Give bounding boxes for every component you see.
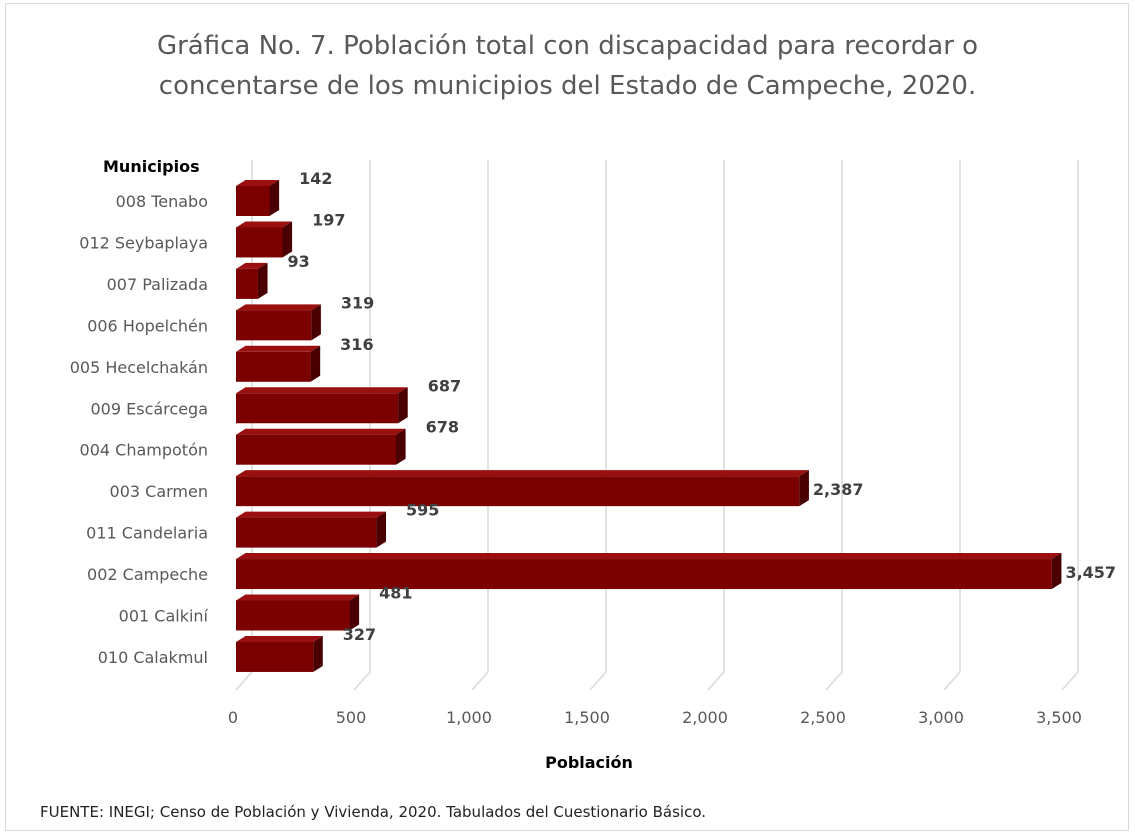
bar-top-face <box>236 553 1062 560</box>
data-label: 142 <box>299 169 332 188</box>
chart-frame <box>5 3 1129 831</box>
bar-side-face <box>349 594 360 631</box>
gridline-3500 <box>1061 160 1079 691</box>
bar-002-campeche <box>236 559 1052 590</box>
gridline-1500 <box>589 160 607 691</box>
data-label: 595 <box>406 501 439 520</box>
x-tick-label: 500 <box>336 708 367 727</box>
bar-006-hopelch-n <box>236 310 312 341</box>
bar-top-face <box>236 262 268 269</box>
bar-side-face <box>1051 553 1062 590</box>
bar-side-face <box>396 428 406 465</box>
category-label: 004 Champotón <box>80 441 208 460</box>
x-tick-label: 3,000 <box>918 708 964 727</box>
bars <box>236 180 1062 672</box>
bar-side-face <box>257 262 268 299</box>
bar-side-face <box>313 635 323 672</box>
bar-side-face <box>398 387 408 424</box>
category-label: 012 Seybaplaya <box>79 233 208 252</box>
chart-title-line-1: Gráfica No. 7. Población total con disca… <box>156 31 979 61</box>
x-tick-label: 2,000 <box>682 708 728 727</box>
bar-side-face <box>310 345 321 382</box>
data-label: 197 <box>312 210 345 229</box>
source-note: FUENTE: INEGI; Censo de Población y Vivi… <box>40 803 707 821</box>
bar-side-face <box>282 221 293 258</box>
x-tick-label: 3,500 <box>1036 708 1082 727</box>
category-label: 001 Calkiní <box>119 607 209 626</box>
gridline-500 <box>353 160 371 691</box>
bar-top-face <box>236 428 406 435</box>
category-label: 009 Escárcega <box>91 399 209 418</box>
bar-side-face <box>269 180 280 216</box>
bar-012-seybaplaya <box>236 227 283 258</box>
data-label: 3,457 <box>1065 563 1116 582</box>
bar-011-candelaria <box>236 517 377 548</box>
y-axis-title: Municipios <box>103 157 200 176</box>
category-label: 006 Hopelchén <box>87 316 208 335</box>
bar-top-face <box>236 470 809 477</box>
data-label: 316 <box>340 335 373 354</box>
labels: 0 500 1,000 1,500 2,000 2,500 3,000 3,500 008 Te… <box>70 169 1116 727</box>
data-label: 687 <box>428 376 461 395</box>
bar-top-face <box>236 594 360 601</box>
bar-top-face <box>236 180 280 186</box>
bar-001-calkin- <box>236 600 350 631</box>
bar-008-tenabo <box>236 186 270 216</box>
x-tick-label: 1,500 <box>564 708 610 727</box>
bar-top-face <box>236 221 293 228</box>
category-label: 002 Campeche <box>87 565 208 584</box>
category-label: 003 Carmen <box>110 482 208 501</box>
gridline-2500 <box>825 160 843 691</box>
data-label: 678 <box>426 418 459 437</box>
x-tick-label: 0 <box>228 708 238 727</box>
category-label: 010 Calakmul <box>98 648 208 667</box>
bar-top-face <box>236 635 323 642</box>
gridline-2000 <box>707 160 725 691</box>
bar-side-face <box>311 304 321 341</box>
bar-004-champot-n <box>236 434 397 465</box>
data-label: 2,387 <box>813 480 864 499</box>
data-label: 93 <box>288 252 310 271</box>
grid-lines <box>235 160 1079 691</box>
bar-009-esc-rcega <box>236 393 399 424</box>
category-label: 007 Palizada <box>107 275 208 294</box>
x-tick-label: 1,000 <box>446 708 492 727</box>
chart-title-line-2: concentarse de los municipios del Estado… <box>158 71 977 101</box>
bar-side-face <box>799 470 809 507</box>
bar-side-face <box>376 511 387 548</box>
gridline-1000 <box>471 160 489 691</box>
bar-top-face <box>236 387 408 394</box>
bar-010-calakmul <box>236 641 314 672</box>
gridline-3000 <box>943 160 961 691</box>
category-label: 008 Tenabo <box>116 192 208 211</box>
bar-007-palizada <box>236 268 258 299</box>
bar-top-face <box>236 511 387 518</box>
category-label: 011 Candelaria <box>86 524 208 543</box>
bar-005-hecelchak-n <box>236 351 311 382</box>
bar-003-carmen <box>236 476 800 507</box>
category-label: 005 Hecelchakán <box>70 358 208 377</box>
bar-top-face <box>236 345 321 352</box>
x-axis-title: Población <box>545 753 633 772</box>
data-label: 481 <box>379 584 412 603</box>
data-label: 327 <box>343 625 376 644</box>
data-label: 319 <box>341 293 374 312</box>
bar-top-face <box>236 304 321 311</box>
chart-title: Gráfica No. 7. Población total con disca… <box>0 26 1135 106</box>
x-tick-label: 2,500 <box>800 708 846 727</box>
